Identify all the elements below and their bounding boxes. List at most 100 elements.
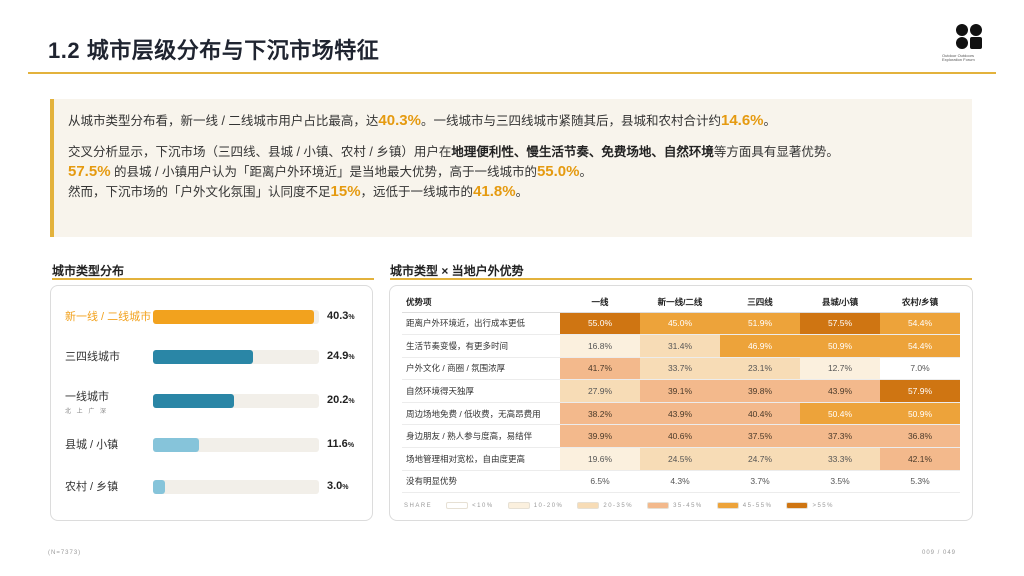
right-section-title: 城市类型 × 当地户外优势 <box>390 264 524 278</box>
logo-mark <box>956 24 986 50</box>
heatmap-cell: 50.4% <box>800 402 880 426</box>
heatmap-cell: 12.7% <box>800 357 880 381</box>
legend-label: <10% <box>472 502 494 509</box>
left-section-rule <box>52 278 374 280</box>
heatmap-cell: 54.4% <box>880 312 960 336</box>
summary-paragraph-1: 从城市类型分布看，新一线 / 二线城市用户占比最高，达40.3%。一线城市与三四… <box>68 112 777 129</box>
summary-box: 从城市类型分布看，新一线 / 二线城市用户占比最高，达40.3%。一线城市与三四… <box>50 99 972 237</box>
heatmap-cell: 42.1% <box>880 447 960 471</box>
heatmap-column-header: 三四线 <box>720 292 800 313</box>
heatmap-row: 周边场地免费 / 低收费，无高昂费用 38.2% 43.9% 40.4% 50.4% 50… <box>402 402 960 426</box>
heatmap-cell: 54.4% <box>880 334 960 358</box>
bar-row: 农村 / 乡镇 3.0% <box>51 478 372 508</box>
heatmap-cell: 24.7% <box>720 447 800 471</box>
bar-row: 三四线城市 24.9% <box>51 348 372 378</box>
heatmap-column-header: 新一线/二线 <box>640 292 720 313</box>
title-underline <box>28 72 996 74</box>
bar-row: 新一线 / 二线城市 40.3% <box>51 308 372 338</box>
summary-paragraph-4: 然而，下沉市场的「户外文化氛围」认同度不足15%，远低于一线城市的41.8%。 <box>68 183 529 200</box>
heatmap-cell: 43.9% <box>800 379 880 403</box>
heatmap-row-label: 周边场地免费 / 低收费，无高昂费用 <box>402 402 560 426</box>
heatmap-cell: 5.3% <box>880 470 960 494</box>
heatmap-cell: 39.8% <box>720 379 800 403</box>
heatmap-cell: 41.7% <box>560 357 640 381</box>
legend-label: 10-20% <box>533 502 564 509</box>
heatmap-row: 自然环境得天独厚 27.9% 39.1% 39.8% 43.9% 57.9% <box>402 379 960 403</box>
heatmap-cell: 57.9% <box>880 379 960 403</box>
heatmap-cell: 3.5% <box>800 470 880 494</box>
heatmap-row: 生活节奏变慢，有更多时间 16.8% 31.4% 46.9% 50.9% 54.4% <box>402 334 960 358</box>
bar-row: 一线城市北 上 广 深 20.2% <box>51 391 372 422</box>
heatmap-cell: 3.7% <box>720 470 800 494</box>
heatmap-cell: 36.8% <box>880 424 960 449</box>
legend-label: >55% <box>812 502 834 509</box>
legend-label: 20-35% <box>603 502 634 509</box>
heatmap-cell: 6.5% <box>560 470 640 494</box>
heatmap-cell: 33.3% <box>800 447 880 471</box>
bar-track <box>153 350 319 364</box>
heatmap-row: 距离户外环境近，出行成本更低 55.0% 45.0% 51.9% 57.5% 54.4% <box>402 312 960 336</box>
heatmap-table: 优势项 一线 新一线/二线 三四线 县城/小镇 农村/乡镇 距离户外环境近，出行成本更低 5… <box>402 292 960 494</box>
bar-row: 县城 / 小镇 11.6% <box>51 436 372 466</box>
bar-track <box>153 394 319 408</box>
bar-category-sublabel: 北 上 广 深 <box>65 409 109 415</box>
heatmap-row: 场地管理相对宽松，自由度更高 19.6% 24.5% 24.7% 33.3% 42.1% <box>402 447 960 471</box>
heatmap-row: 户外文化 / 商圈 / 氛围浓厚 41.7% 33.7% 23.1% 12.7% 7.0% <box>402 357 960 381</box>
heatmap-cell: 37.3% <box>800 424 880 449</box>
heatmap-cell: 23.1% <box>720 357 800 381</box>
legend-label: 45-55% <box>742 502 773 509</box>
heatmap-cell: 43.9% <box>640 402 720 426</box>
page-title: 1.2 城市层级分布与下沉市场特征 <box>48 38 380 63</box>
bar-mark <box>153 310 315 324</box>
heatmap-column-header: 农村/乡镇 <box>880 292 960 313</box>
heatmap-row-label: 身边朋友 / 熟人参与度高，易结伴 <box>402 424 560 449</box>
bar-category-label: 一线城市 <box>65 391 109 403</box>
heatmap-cell: 46.9% <box>720 334 800 358</box>
bar-track <box>153 310 319 324</box>
heatmap-cell: 39.1% <box>640 379 720 403</box>
footer-page-number: 009 / 049 <box>922 550 957 556</box>
bar-track <box>153 480 319 494</box>
heatmap-cell: 45.0% <box>640 312 720 336</box>
heatmap-row-label: 场地管理相对宽松，自由度更高 <box>402 447 560 471</box>
bar-value-label: 3.0% <box>327 480 349 492</box>
legend-swatch <box>716 502 739 509</box>
heatmap-cell: 39.9% <box>560 424 640 449</box>
heatmap-cell: 19.6% <box>560 447 640 471</box>
logo-text: Outdoor Outdoors Exploration Forum <box>942 53 975 62</box>
heatmap-cell: 51.9% <box>720 312 800 336</box>
legend-title: SHARE <box>404 502 433 509</box>
heatmap-cell: 37.5% <box>720 424 800 449</box>
heatmap-row-label: 自然环境得天独厚 <box>402 379 560 403</box>
heatmap-cell: 31.4% <box>640 334 720 358</box>
heatmap-row-label: 生活节奏变慢，有更多时间 <box>402 334 560 358</box>
legend-swatch <box>786 502 809 509</box>
heatmap-row: 身边朋友 / 熟人参与度高，易结伴 39.9% 40.6% 37.5% 37.3% 36.… <box>402 424 960 449</box>
heatmap-legend: SHARE <10% 10-20% 20-35% 35-45% 45-55% >55% <box>404 502 834 509</box>
heatmap-row: 没有明显优势 6.5% 4.3% 3.7% 3.5% 5.3% <box>402 470 960 494</box>
bar-value-label: 11.6% <box>327 438 355 450</box>
bar-mark <box>153 350 253 364</box>
heatmap-cell: 16.8% <box>560 334 640 358</box>
bar-track <box>153 438 319 452</box>
bar-value-label: 24.9% <box>327 350 355 362</box>
brand-logo: Outdoor Outdoors Exploration Forum <box>942 24 990 64</box>
bar-category-label: 新一线 / 二线城市 <box>65 311 152 323</box>
heatmap-cell: 7.0% <box>880 357 960 381</box>
heatmap-row-label: 距离户外环境近，出行成本更低 <box>402 312 560 336</box>
summary-paragraph-3: 57.5% 的县城 / 小镇用户认为「距离户外环境近」是当地最大优势，高于一线城… <box>68 163 593 180</box>
bar-value-label: 20.2% <box>327 394 355 406</box>
right-section-rule <box>390 278 972 280</box>
left-section-title: 城市类型分布 <box>52 264 125 278</box>
heatmap-row-label: 户外文化 / 商圈 / 氛围浓厚 <box>402 357 560 381</box>
legend-swatch <box>577 502 600 509</box>
bar-category-label: 县城 / 小镇 <box>65 439 119 451</box>
heatmap-cell: 50.9% <box>880 402 960 426</box>
heatmap-cell: 38.2% <box>560 402 640 426</box>
bar-mark <box>153 394 234 408</box>
heatmap-column-header: 一线 <box>560 292 640 313</box>
heatmap-row-label: 没有明显优势 <box>402 470 560 494</box>
heatmap-cell: 24.5% <box>640 447 720 471</box>
legend-swatch <box>446 502 469 509</box>
heatmap-cell: 4.3% <box>640 470 720 494</box>
